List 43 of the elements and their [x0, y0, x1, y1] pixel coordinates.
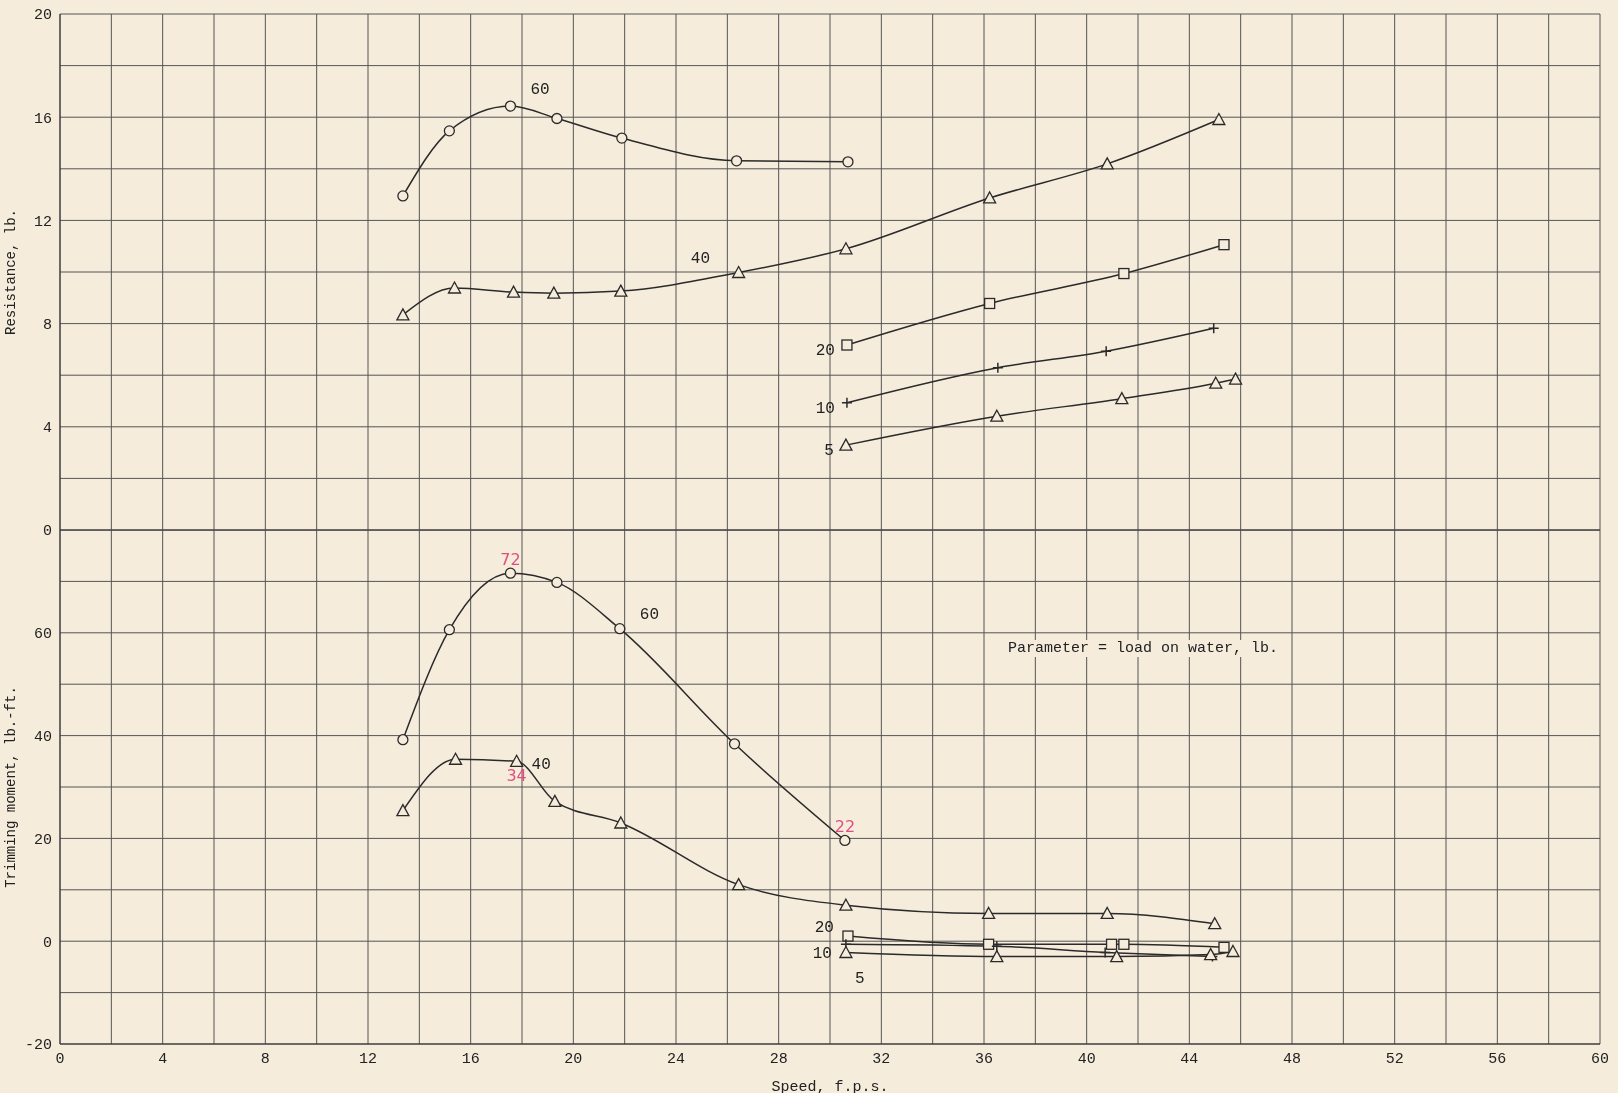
annotation: 34 [506, 765, 527, 785]
x-tick-label: 32 [872, 1050, 891, 1068]
y-tick-label: -20 [24, 1037, 52, 1055]
x-tick-label: 24 [666, 1050, 686, 1068]
x-tick-label: 28 [769, 1050, 788, 1068]
x-tick-label: 40 [1077, 1050, 1096, 1068]
series-label: 10 [815, 399, 835, 418]
y-tick-label: 60 [33, 626, 52, 644]
series-label: 5 [855, 969, 865, 988]
y-tick-label: 40 [33, 728, 52, 746]
annotation: 72 [500, 550, 521, 570]
y-tick-label: 20 [33, 831, 52, 849]
y-tick-label: 12 [33, 213, 52, 231]
y-axis-title: Resistance, lb. [2, 208, 19, 336]
x-tick-label: 8 [260, 1050, 270, 1068]
x-tick-label: 60 [1590, 1050, 1610, 1068]
y-tick-label: 8 [42, 316, 52, 334]
y-tick-label: 16 [33, 110, 52, 128]
x-tick-label: 0 [55, 1050, 65, 1068]
annotation: Parameter = load on water, lb. [1008, 640, 1279, 657]
annotation: 22 [834, 817, 856, 837]
y-tick-label: 20 [33, 7, 52, 25]
x-tick-label: 48 [1282, 1050, 1302, 1068]
y-tick-label: 4 [42, 420, 52, 438]
y-tick-label: 0 [42, 523, 52, 541]
y-tick-label: 0 [42, 934, 52, 952]
series-label: 5 [824, 442, 834, 461]
series-label: 60 [639, 605, 659, 624]
x-tick-label: 44 [1180, 1050, 1199, 1068]
x-tick-label: 52 [1385, 1050, 1404, 1068]
series-label: 10 [812, 945, 832, 964]
series-label: 40 [531, 756, 551, 775]
x-tick-label: 4 [158, 1050, 168, 1068]
x-tick-label: 56 [1488, 1050, 1507, 1068]
series-label: 40 [690, 250, 711, 269]
x-tick-label: 12 [358, 1050, 378, 1068]
x-tick-label: 16 [461, 1050, 480, 1068]
y-axis-title: Trimming moment, lb.-ft. [2, 686, 19, 888]
series-label: 60 [530, 81, 550, 100]
series-label: 20 [815, 342, 835, 361]
series-label: 20 [814, 919, 834, 938]
x-tick-label: 20 [564, 1050, 583, 1068]
x-tick-label: 36 [974, 1050, 994, 1068]
